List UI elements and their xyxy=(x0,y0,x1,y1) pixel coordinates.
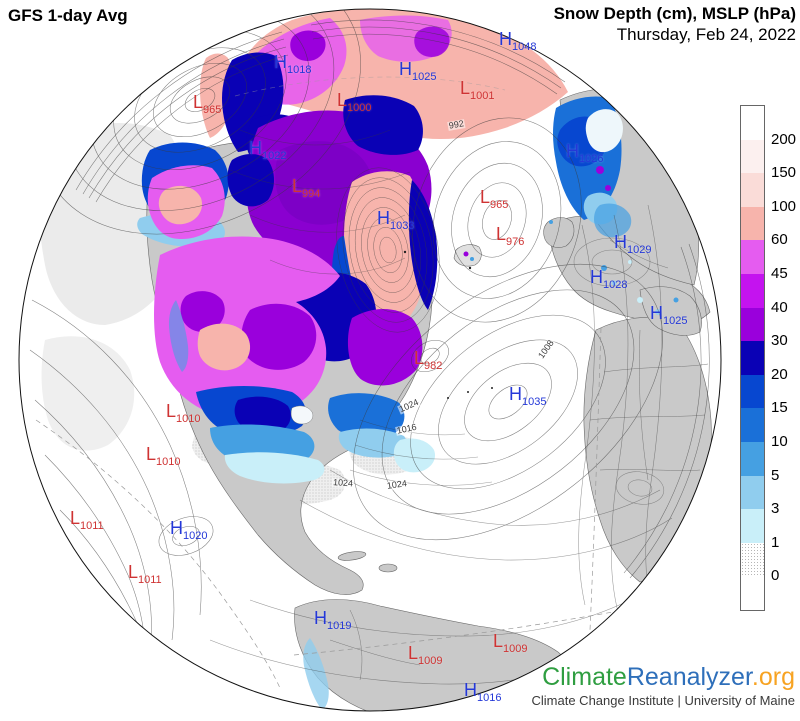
legend-tick-10: 10 xyxy=(771,433,788,450)
legend-segment-2 xyxy=(741,173,764,207)
globe-outline xyxy=(18,8,722,712)
date-label: Thursday, Feb 24, 2022 xyxy=(616,25,796,45)
legend-tick-40: 40 xyxy=(771,298,788,316)
variable-title: Snow Depth (cm), MSLP (hPa) xyxy=(553,4,796,23)
legend-segment-6 xyxy=(741,307,764,342)
legend-tick-15: 15 xyxy=(771,399,788,417)
climate-reanalyzer-logo: ClimateReanalyzer.org xyxy=(532,663,795,691)
legend-tick-100: 100 xyxy=(771,197,797,215)
legend-tick-45: 45 xyxy=(771,265,788,282)
legend-segment-3 xyxy=(741,206,764,241)
legend-colorbar xyxy=(740,105,765,611)
logo-part-1: Reanalyzer xyxy=(626,663,752,691)
logo-part-0: Climate xyxy=(542,663,627,691)
legend-segment-0 xyxy=(741,106,764,140)
legend-segment-12 xyxy=(741,509,764,543)
legend-tick-150: 150 xyxy=(771,164,797,182)
logo-part-2: .org xyxy=(751,663,795,691)
snow-depth-legend: 200 150 100 60 45 40 30 20 15 10 5 3 1 0 xyxy=(740,105,796,611)
legend-segment-7 xyxy=(741,341,764,375)
legend-tick-5: 5 xyxy=(771,466,780,484)
legend-tick-30: 30 xyxy=(771,332,788,350)
legend-segment-11 xyxy=(741,475,764,510)
legend-tick-60: 60 xyxy=(771,231,788,249)
legend-segment-4 xyxy=(741,240,764,274)
legend-segment-5 xyxy=(741,273,764,308)
legend-segment-8 xyxy=(741,374,764,409)
model-title: GFS 1-day Avg xyxy=(8,6,128,25)
legend-tick-20: 20 xyxy=(771,365,788,383)
island-dots xyxy=(403,250,493,399)
legend-tick-3: 3 xyxy=(771,500,780,518)
site-footer: ClimateReanalyzer.org Climate Change Ins… xyxy=(532,664,796,708)
legend-segment-14 xyxy=(741,576,764,610)
footer-subtitle: Climate Change Institute | University of… xyxy=(531,693,796,709)
legend-tick-1: 1 xyxy=(771,533,780,551)
legend-tick-0: 0 xyxy=(771,567,780,585)
snow-layer xyxy=(137,9,679,710)
border-lines xyxy=(329,239,709,681)
legend-segment-10 xyxy=(741,441,764,476)
legend-segment-13 xyxy=(741,542,764,577)
legend-segment-1 xyxy=(741,139,764,174)
legend-tick-200: 200 xyxy=(771,130,797,148)
map-title-block: Snow Depth (cm), MSLP (hPa) Thursday, Fe… xyxy=(554,4,796,46)
legend-segment-9 xyxy=(741,408,764,442)
